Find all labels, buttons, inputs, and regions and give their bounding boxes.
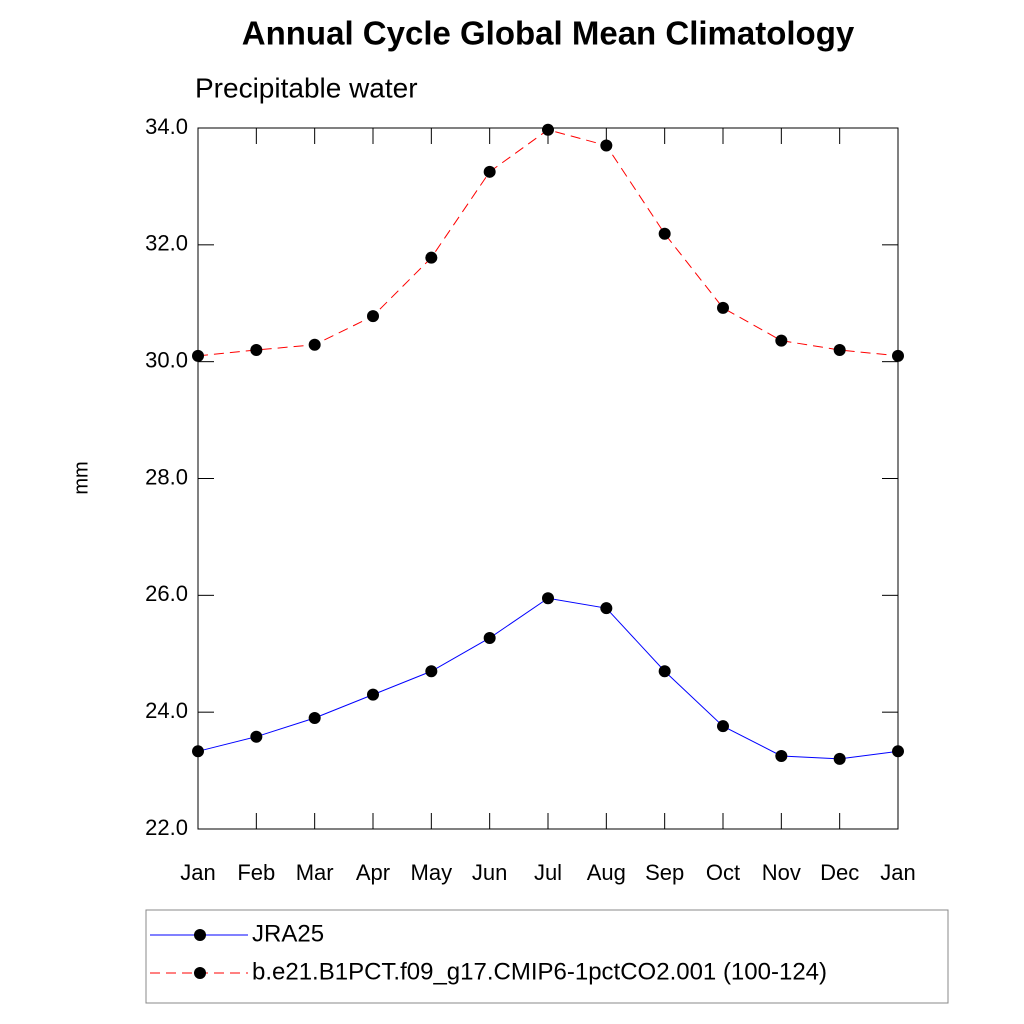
x-tick-label: Jan	[180, 860, 215, 885]
y-tick-label: 28.0	[145, 464, 188, 489]
data-point	[717, 720, 729, 733]
data-point	[250, 343, 263, 356]
legend-box	[145, 909, 949, 1004]
data-point	[717, 301, 729, 314]
data-point	[308, 712, 321, 725]
x-tick-label: Mar	[296, 860, 334, 885]
legend-marker	[194, 967, 206, 979]
x-tick-label: Feb	[237, 860, 275, 885]
data-point	[658, 227, 671, 240]
data-point	[775, 334, 788, 347]
data-point	[542, 592, 554, 605]
y-tick-label: 24.0	[145, 698, 188, 723]
series-line	[197, 129, 899, 357]
data-point	[192, 349, 204, 362]
data-point	[833, 343, 846, 356]
data-point	[542, 123, 554, 136]
y-tick-label: 34.0	[145, 114, 188, 139]
data-point	[483, 631, 496, 644]
data-point	[250, 730, 263, 743]
plot-frame	[197, 127, 899, 830]
data-point	[367, 688, 379, 701]
y-tick-label: 26.0	[145, 581, 188, 606]
data-point	[425, 665, 438, 678]
data-point	[425, 251, 438, 264]
series-line	[197, 597, 899, 760]
x-tick-label: Aug	[587, 860, 626, 885]
y-axis-label: mm	[70, 461, 92, 494]
legend-label: b.e21.B1PCT.f09_g17.CMIP6-1pctCO2.001 (1…	[252, 958, 827, 985]
data-point	[600, 602, 613, 615]
y-tick-label: 32.0	[145, 231, 188, 256]
x-tick-label: Dec	[820, 860, 859, 885]
x-tick-label: Oct	[706, 860, 740, 885]
data-point	[892, 349, 904, 362]
data-point	[192, 745, 204, 758]
data-point	[892, 745, 904, 758]
legend-label: JRA25	[252, 920, 324, 947]
x-tick-label: Apr	[356, 860, 390, 885]
chart-title: Annual Cycle Global Mean Climatology	[242, 15, 855, 52]
x-tick-label: Nov	[762, 860, 801, 885]
legend-marker	[194, 929, 206, 941]
x-tick-label: Sep	[645, 860, 684, 885]
data-point	[600, 139, 613, 152]
y-tick-label: 22.0	[145, 815, 188, 840]
x-tick-label: Jul	[534, 860, 562, 885]
data-point	[775, 749, 788, 762]
x-tick-label: Jun	[472, 860, 507, 885]
x-tick-label: Jan	[880, 860, 915, 885]
data-point	[658, 665, 671, 678]
y-tick-label: 30.0	[145, 347, 188, 372]
x-tick-label: May	[411, 860, 453, 885]
data-point	[367, 310, 379, 323]
data-point	[833, 752, 846, 765]
data-point	[308, 338, 321, 351]
chart-subtitle: Precipitable water	[195, 72, 418, 103]
data-point	[483, 165, 496, 178]
